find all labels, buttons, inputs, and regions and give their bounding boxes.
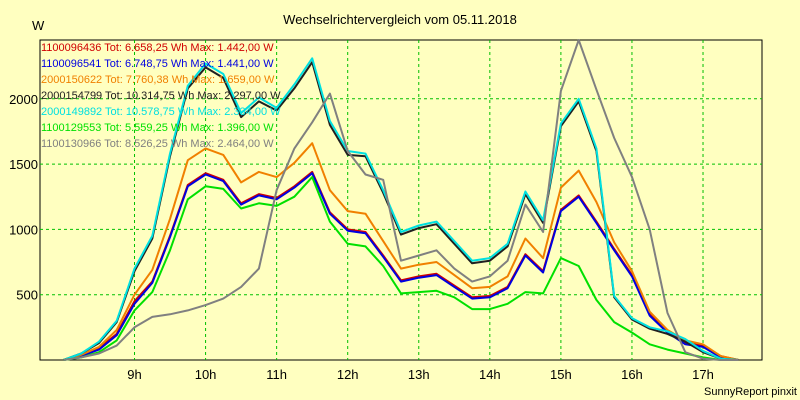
chart-title: Wechselrichtervergleich vom 05.11.2018 — [283, 12, 517, 27]
legend-entry-1100130966: 1100130966 Tot: 8.526,25 Wh Max: 2.464,0… — [41, 138, 274, 150]
y-axis-ticks: 500 1000 1500 2000 — [9, 92, 38, 303]
legend-entry-1100096541: 1100096541 Tot: 6.748,75 Wh Max: 1.441,0… — [41, 58, 274, 70]
y-tick-label: 2000 — [9, 92, 38, 107]
series-lines — [63, 39, 739, 361]
x-tick-label: 10h — [195, 367, 217, 382]
x-tick-label: 9h — [127, 367, 141, 382]
x-tick-label: 14h — [479, 367, 501, 382]
legend-entry-1100096436: 1100096436 Tot: 6.658,25 Wh Max: 1.442,0… — [41, 42, 274, 54]
y-tick-label: 1500 — [9, 157, 38, 172]
legend: 1100096436 Tot: 6.658,25 Wh Max: 1.442,0… — [41, 42, 281, 150]
x-axis-ticks: 9h 10h 11h 12h 13h 14h 15h 16h 17h — [127, 367, 714, 382]
series-line-2000149892 — [63, 57, 739, 361]
legend-entry-2000154799: 2000154799 Tot: 10.314,75 Wh Max: 2.297,… — [41, 90, 281, 102]
x-tick-label: 11h — [266, 367, 287, 382]
y-tick-label: 1000 — [9, 222, 38, 237]
x-tick-label: 13h — [408, 367, 430, 382]
series-line-1100130966 — [63, 39, 739, 361]
legend-entry-1100129553: 1100129553 Tot: 5.559,25 Wh Max: 1.396,0… — [41, 122, 274, 134]
series-line-1100096436 — [63, 170, 739, 361]
series-line-1100129553 — [63, 176, 739, 361]
legend-entry-2000149892: 2000149892 Tot: 10.578,75 Wh Max: 2.334,… — [41, 106, 281, 118]
series-line-2000150622 — [63, 142, 739, 361]
legend-entry-2000150622: 2000150622 Tot: 7.760,38 Wh Max: 1.659,0… — [41, 74, 275, 86]
plot-area — [39, 39, 763, 361]
series-line-1100096541 — [63, 172, 739, 361]
y-axis-unit: W — [32, 18, 45, 33]
x-tick-label: 16h — [621, 367, 643, 382]
x-tick-label: 15h — [550, 367, 572, 382]
footer-credit: SunnyReport pinxit — [704, 386, 797, 398]
y-tick-label: 500 — [16, 288, 38, 303]
x-tick-label: 12h — [337, 367, 359, 382]
gridlines — [40, 40, 762, 360]
x-tick-label: 17h — [692, 367, 714, 382]
